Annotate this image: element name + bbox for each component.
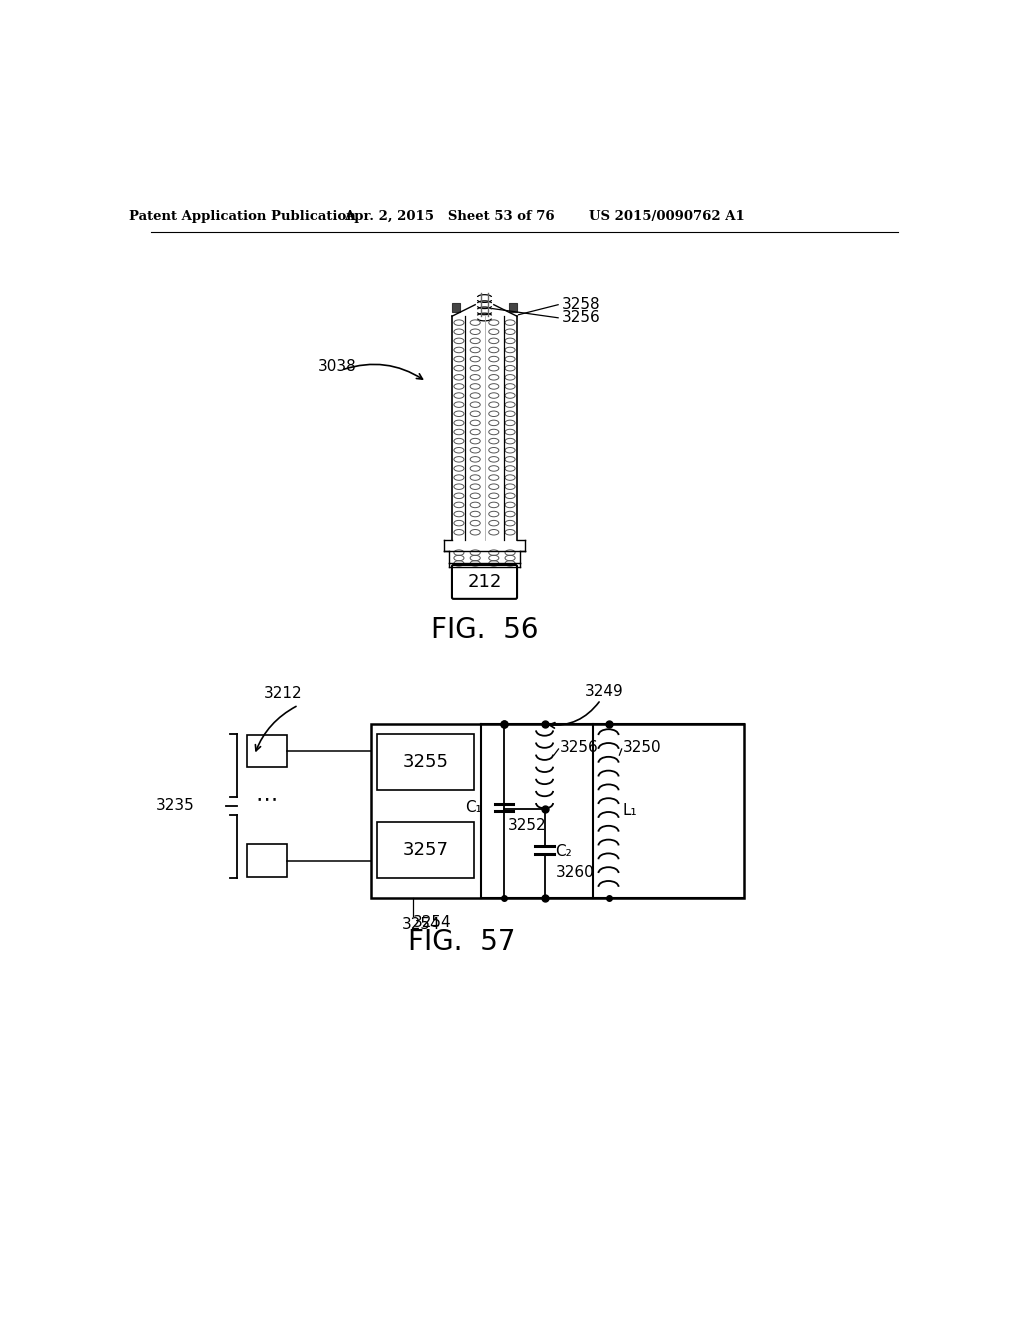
Text: FIG.  56: FIG. 56 (431, 616, 539, 644)
Text: 3256: 3256 (560, 741, 599, 755)
Text: L₁: L₁ (623, 804, 637, 818)
Bar (452, 304, 460, 313)
Bar (371, 725, 744, 898)
Text: 3235: 3235 (156, 799, 195, 813)
Bar (377, 822, 474, 878)
Text: C₁: C₁ (466, 800, 482, 814)
Text: 212: 212 (467, 573, 502, 591)
Text: 3260: 3260 (555, 866, 594, 880)
Text: 3249: 3249 (586, 684, 624, 698)
Text: 3212: 3212 (263, 686, 302, 701)
Text: 3255: 3255 (402, 754, 449, 771)
Text: US 2015/0090762 A1: US 2015/0090762 A1 (589, 210, 744, 223)
Text: 3258: 3258 (562, 297, 601, 313)
Bar (247, 735, 287, 767)
Text: 3256: 3256 (562, 310, 601, 325)
Text: Apr. 2, 2015   Sheet 53 of 76: Apr. 2, 2015 Sheet 53 of 76 (344, 210, 555, 223)
Bar (247, 845, 287, 876)
Text: 3252: 3252 (508, 818, 547, 833)
Text: 3250: 3250 (623, 741, 662, 755)
Text: 3038: 3038 (317, 359, 356, 374)
Bar (509, 304, 517, 313)
Text: ⋯: ⋯ (256, 789, 278, 809)
Text: 3254: 3254 (401, 917, 440, 932)
Text: 3257: 3257 (402, 841, 449, 859)
Text: C₂: C₂ (555, 843, 572, 859)
Text: Patent Application Publication: Patent Application Publication (129, 210, 356, 223)
Bar (377, 734, 474, 789)
Text: FIG.  57: FIG. 57 (408, 928, 515, 956)
Text: 3254: 3254 (414, 915, 452, 929)
